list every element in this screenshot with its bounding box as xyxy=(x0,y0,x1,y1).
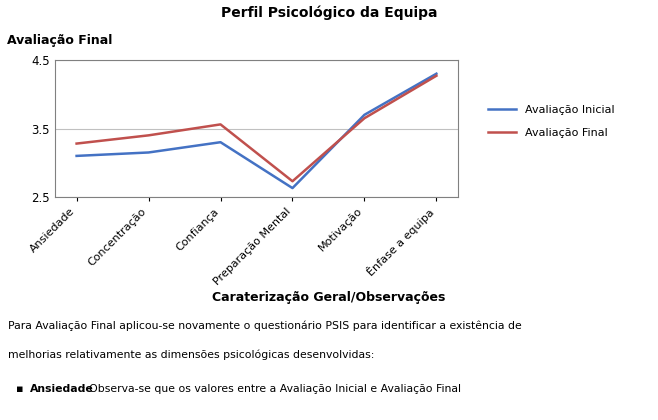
Text: Caraterização Geral/Observações: Caraterização Geral/Observações xyxy=(213,291,445,304)
Text: Para Avaliação Final aplicou-se novamente o questionário PSIS para identificar a: Para Avaliação Final aplicou-se novament… xyxy=(8,320,522,331)
Text: Ansiedade: Ansiedade xyxy=(30,384,93,394)
Text: : Observa-se que os valores entre a Avaliação Inicial e Avaliação Final: : Observa-se que os valores entre a Aval… xyxy=(82,384,461,394)
Text: Avaliação Final: Avaliação Final xyxy=(7,34,112,47)
Text: melhorias relativamente as dimensões psicológicas desenvolvidas:: melhorias relativamente as dimensões psi… xyxy=(8,350,374,360)
Text: Perfil Psicológico da Equipa: Perfil Psicológico da Equipa xyxy=(220,6,438,20)
Legend: Avaliação Inicial, Avaliação Final: Avaliação Inicial, Avaliação Final xyxy=(484,100,619,143)
Text: ▪: ▪ xyxy=(16,384,24,394)
